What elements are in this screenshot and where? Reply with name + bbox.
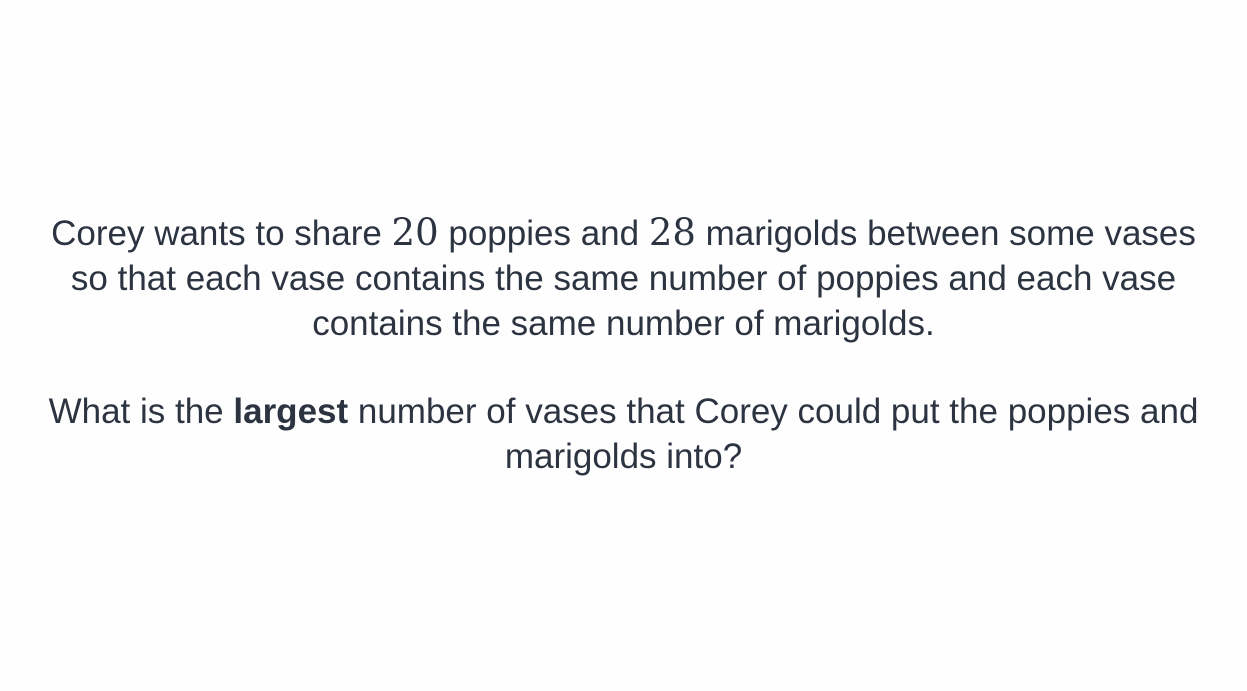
marigolds-count: 28 [648, 211, 696, 254]
prompt-text-2: number of vases that Corey could put the… [348, 392, 1199, 476]
statement-text-3: marigolds between some vases so that eac… [70, 214, 1196, 343]
statement-text-1: Corey wants to share [51, 214, 392, 253]
prompt-text-1: What is the [48, 392, 234, 431]
problem-statement: Corey wants to share 20 poppies and 28 m… [0, 210, 1247, 346]
poppies-count: 20 [391, 211, 439, 254]
question-prompt: What is the largest number of vases that… [0, 389, 1247, 479]
question-text: Corey wants to share 20 poppies and 28 m… [0, 210, 1247, 479]
statement-text-2: poppies and [438, 214, 649, 253]
emphasis-word: largest [233, 392, 349, 431]
